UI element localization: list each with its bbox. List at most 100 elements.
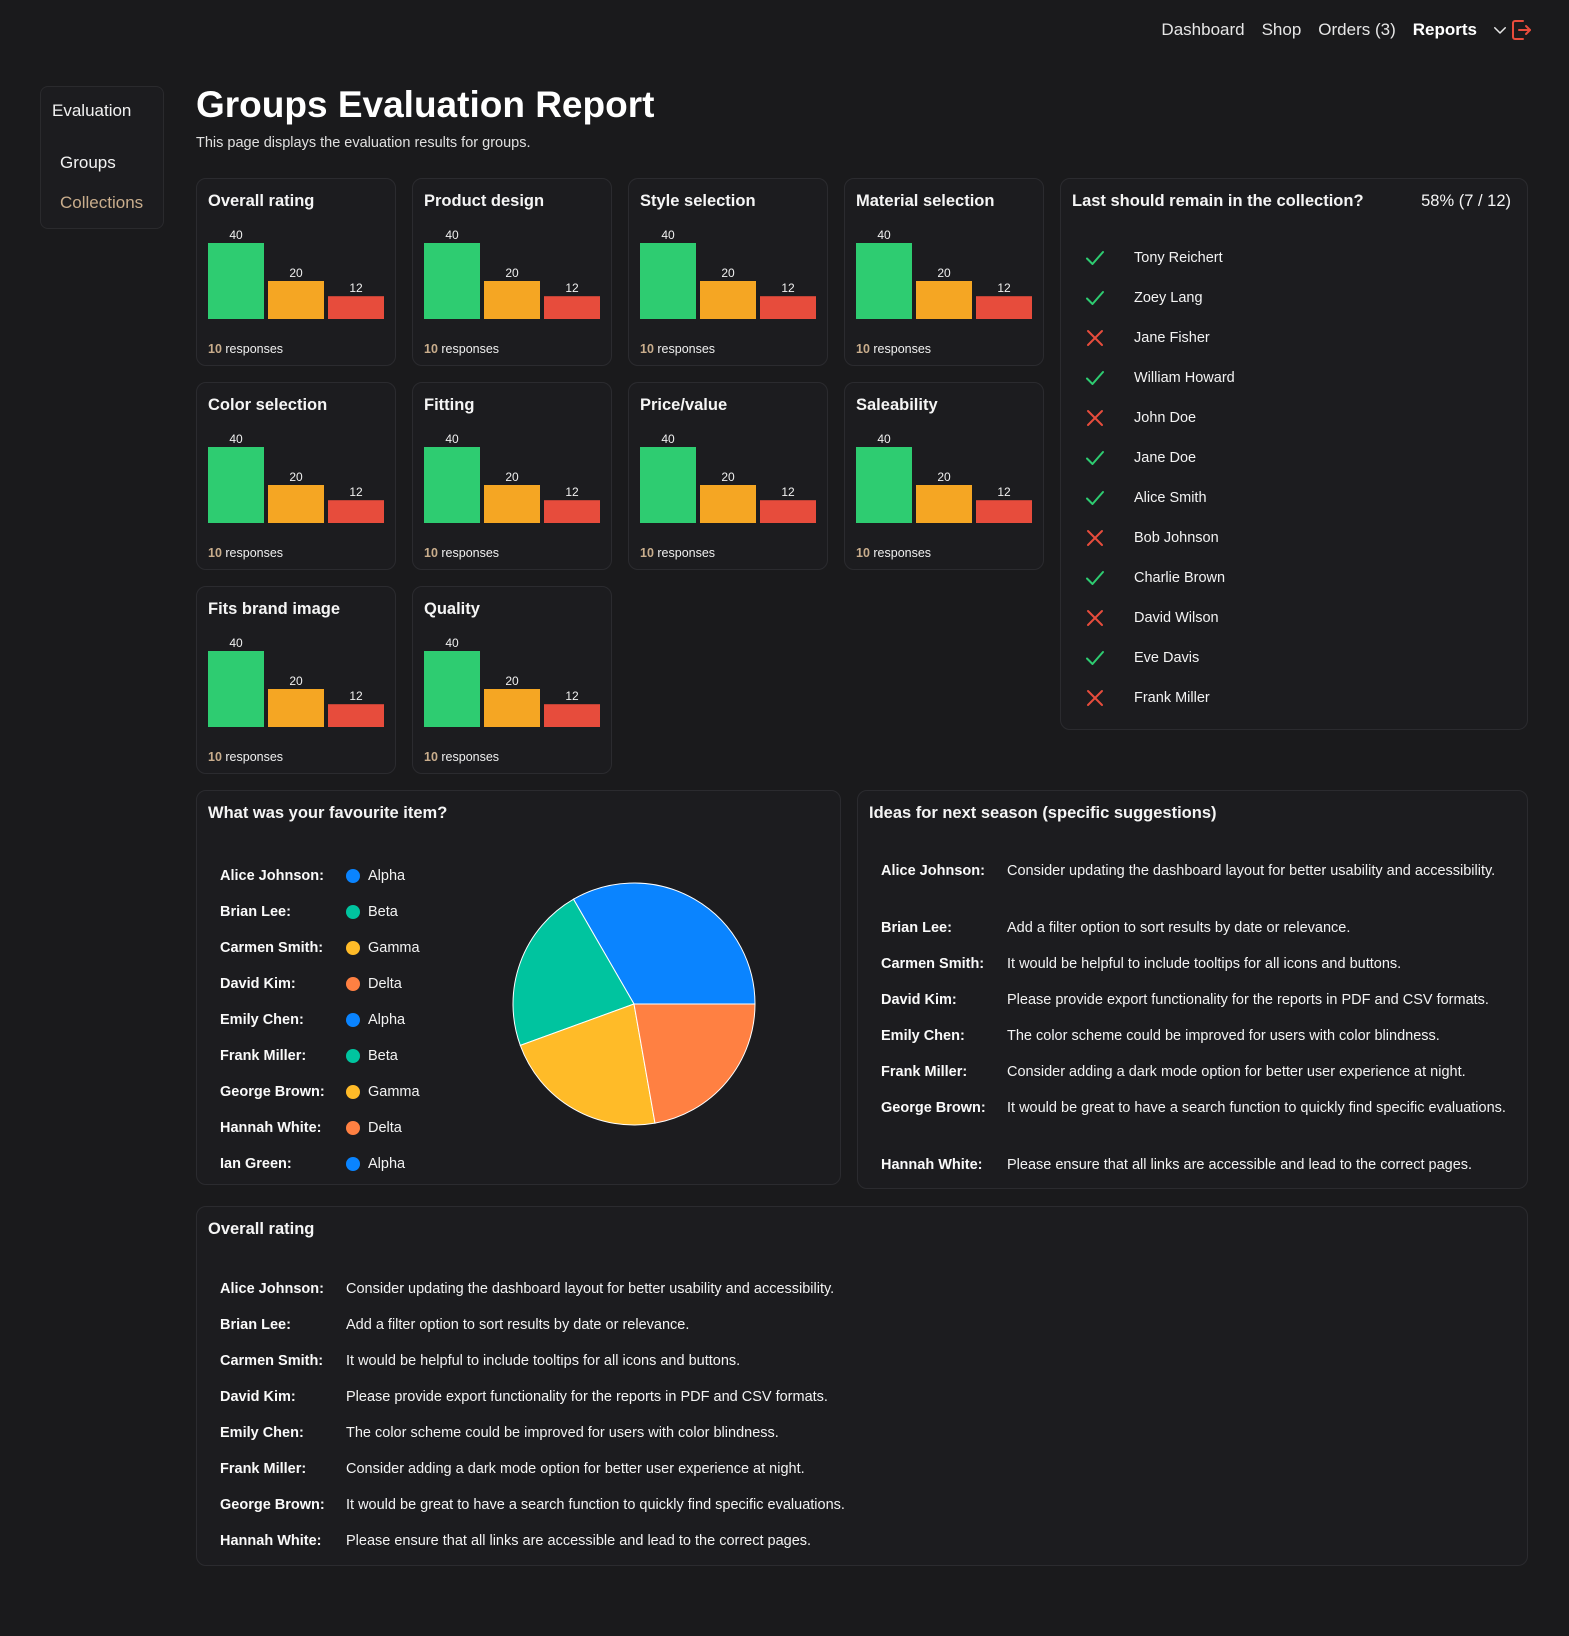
rating-bar (640, 447, 696, 523)
respondent-name: George Brown: (220, 1497, 325, 1513)
rating-bar (760, 500, 816, 523)
rating-bar-chart: 40 20 12 (856, 228, 1032, 319)
favourite-row: Hannah White: Delta (220, 1120, 402, 1136)
rating-bar-label: 12 (997, 485, 1011, 499)
rating-bar (484, 281, 540, 319)
rating-bar (424, 447, 480, 523)
responses-count: 10 responses (424, 342, 499, 356)
overall-comment-text: Please ensure that all links are accessi… (346, 1533, 812, 1549)
favourite-row: Ian Green: Alpha (220, 1156, 405, 1172)
respondent-name: David Kim: (881, 992, 957, 1008)
idea-row: Frank Miller: Consider adding a dark mode… (881, 1062, 1507, 1082)
rating-card-title: Fits brand image (208, 600, 341, 618)
overall-comment-text: It would be helpful to include tooltips … (346, 1353, 741, 1369)
sidebar-item-groups[interactable]: Groups (60, 153, 116, 172)
respondent-name: Carmen Smith: (220, 940, 324, 956)
rating-bar-label: 12 (565, 485, 579, 499)
overall-comment-row: Frank Miller: Consider adding a dark mode… (220, 1461, 805, 1477)
rating-bar-label: 40 (445, 432, 459, 446)
pie-slice-beta (512, 898, 635, 1047)
collection-row: John Doe (1083, 406, 1196, 430)
rating-bar-label: 12 (997, 281, 1011, 295)
cross-icon (1087, 410, 1103, 426)
check-icon (1086, 491, 1104, 505)
nav-reports-dropdown[interactable]: Reports (1413, 16, 1509, 44)
collection-row: Jane Fisher (1083, 326, 1210, 350)
responses-number: 10 (208, 750, 222, 764)
collection-person-name: Zoey Lang (1134, 290, 1203, 306)
responses-count: 10 responses (640, 342, 715, 356)
overall-comment-text: Add a filter option to sort results by d… (346, 1317, 690, 1333)
idea-text: Consider adding a dark mode option for b… (1007, 1064, 1466, 1080)
rating-bar (208, 447, 264, 523)
rating-bar-label: 12 (565, 689, 579, 703)
rating-bar (268, 689, 324, 727)
overall-comment-row: Brian Lee: Add a filter option to sort re… (220, 1317, 689, 1333)
respondent-name: Ian Green: (220, 1156, 292, 1172)
responses-label: responses (437, 342, 500, 356)
sidebar-title: Evaluation (52, 101, 132, 120)
favourite-pie-chart (512, 882, 756, 1126)
respondent-name: Frank Miller: (881, 1064, 968, 1080)
respondent-name: Carmen Smith: (220, 1353, 324, 1369)
rating-bar-chart: 40 20 12 (424, 636, 600, 727)
responses-label: responses (437, 546, 500, 560)
collection-row: Bob Johnson (1083, 526, 1219, 550)
favourite-item: Alpha (368, 1012, 406, 1028)
legend-dot-icon (346, 1049, 360, 1063)
nav-shop[interactable]: Shop (1261, 20, 1302, 39)
rating-bar-label: 12 (349, 281, 363, 295)
rating-card: Fits brand image 40 20 12 10 responses (196, 586, 396, 774)
collection-row: Eve Davis (1083, 646, 1199, 670)
respondent-name: George Brown: (220, 1084, 325, 1100)
check-icon (1086, 571, 1104, 585)
rating-bar (544, 500, 600, 523)
favourite-row: David Kim: Delta (220, 976, 402, 992)
legend-dot-icon (346, 905, 360, 919)
legend-dot-icon (346, 977, 360, 991)
idea-text: Add a filter option to sort results by d… (1007, 920, 1351, 936)
logout-icon[interactable] (1509, 18, 1533, 42)
nav-dashboard[interactable]: Dashboard (1161, 20, 1245, 39)
responses-number: 10 (208, 342, 222, 356)
rating-bar-chart: 40 20 12 (640, 228, 816, 319)
rating-bar-label: 40 (445, 636, 459, 650)
idea-text: It would be helpful to include tooltips … (1007, 956, 1402, 972)
respondent-name: Brian Lee: (220, 1317, 291, 1333)
rating-bar (976, 500, 1032, 523)
responses-count: 10 responses (424, 750, 499, 764)
rating-card-title: Price/value (640, 396, 728, 414)
overall-comment-row: Hannah White: Please ensure that all link… (220, 1533, 811, 1549)
responses-count: 10 responses (208, 342, 283, 356)
collection-person-name: Bob Johnson (1134, 530, 1219, 546)
rating-bar-label: 40 (877, 228, 891, 242)
idea-row: David Kim: Please provide export function… (881, 990, 1507, 1010)
responses-label: responses (221, 750, 284, 764)
overall-comment-text: Consider updating the dashboard layout f… (346, 1281, 835, 1297)
collection-person-name: Charlie Brown (1134, 570, 1226, 586)
rating-bar-label: 20 (721, 470, 735, 484)
pie-slice-alpha (572, 882, 756, 1005)
check-icon (1086, 251, 1104, 265)
cross-icon (1087, 610, 1103, 626)
rating-bar-chart: 40 20 12 (424, 432, 600, 523)
favourite-item: Delta (368, 976, 402, 992)
chevron-down-icon (1494, 27, 1506, 34)
collection-person-name: Frank Miller (1134, 690, 1210, 706)
responses-number: 10 (424, 342, 438, 356)
rating-card: Price/value 40 20 12 10 responses (628, 382, 828, 570)
nav-orders[interactable]: Orders (3) (1318, 20, 1396, 39)
idea-row: Brian Lee: Add a filter option to sort re… (881, 918, 1507, 938)
rating-card: Fitting 40 20 12 10 responses (412, 382, 612, 570)
overall-comments-card: Overall rating Alice Johnson: Consider up… (196, 1206, 1528, 1566)
collection-row: Frank Miller (1083, 686, 1210, 710)
sidebar-item-collections[interactable]: Collections (60, 193, 144, 212)
responses-label: responses (869, 546, 932, 560)
idea-row: George Brown: It would be great to have a… (881, 1098, 1507, 1118)
rating-bar-label: 40 (229, 636, 243, 650)
rating-bar-label: 20 (505, 266, 519, 280)
ideas-card: Ideas for next season (specific suggesti… (857, 790, 1528, 1189)
ideas-title: Ideas for next season (specific suggesti… (869, 804, 1217, 822)
rating-bar-label: 40 (661, 228, 675, 242)
respondent-name: David Kim: (220, 976, 296, 992)
